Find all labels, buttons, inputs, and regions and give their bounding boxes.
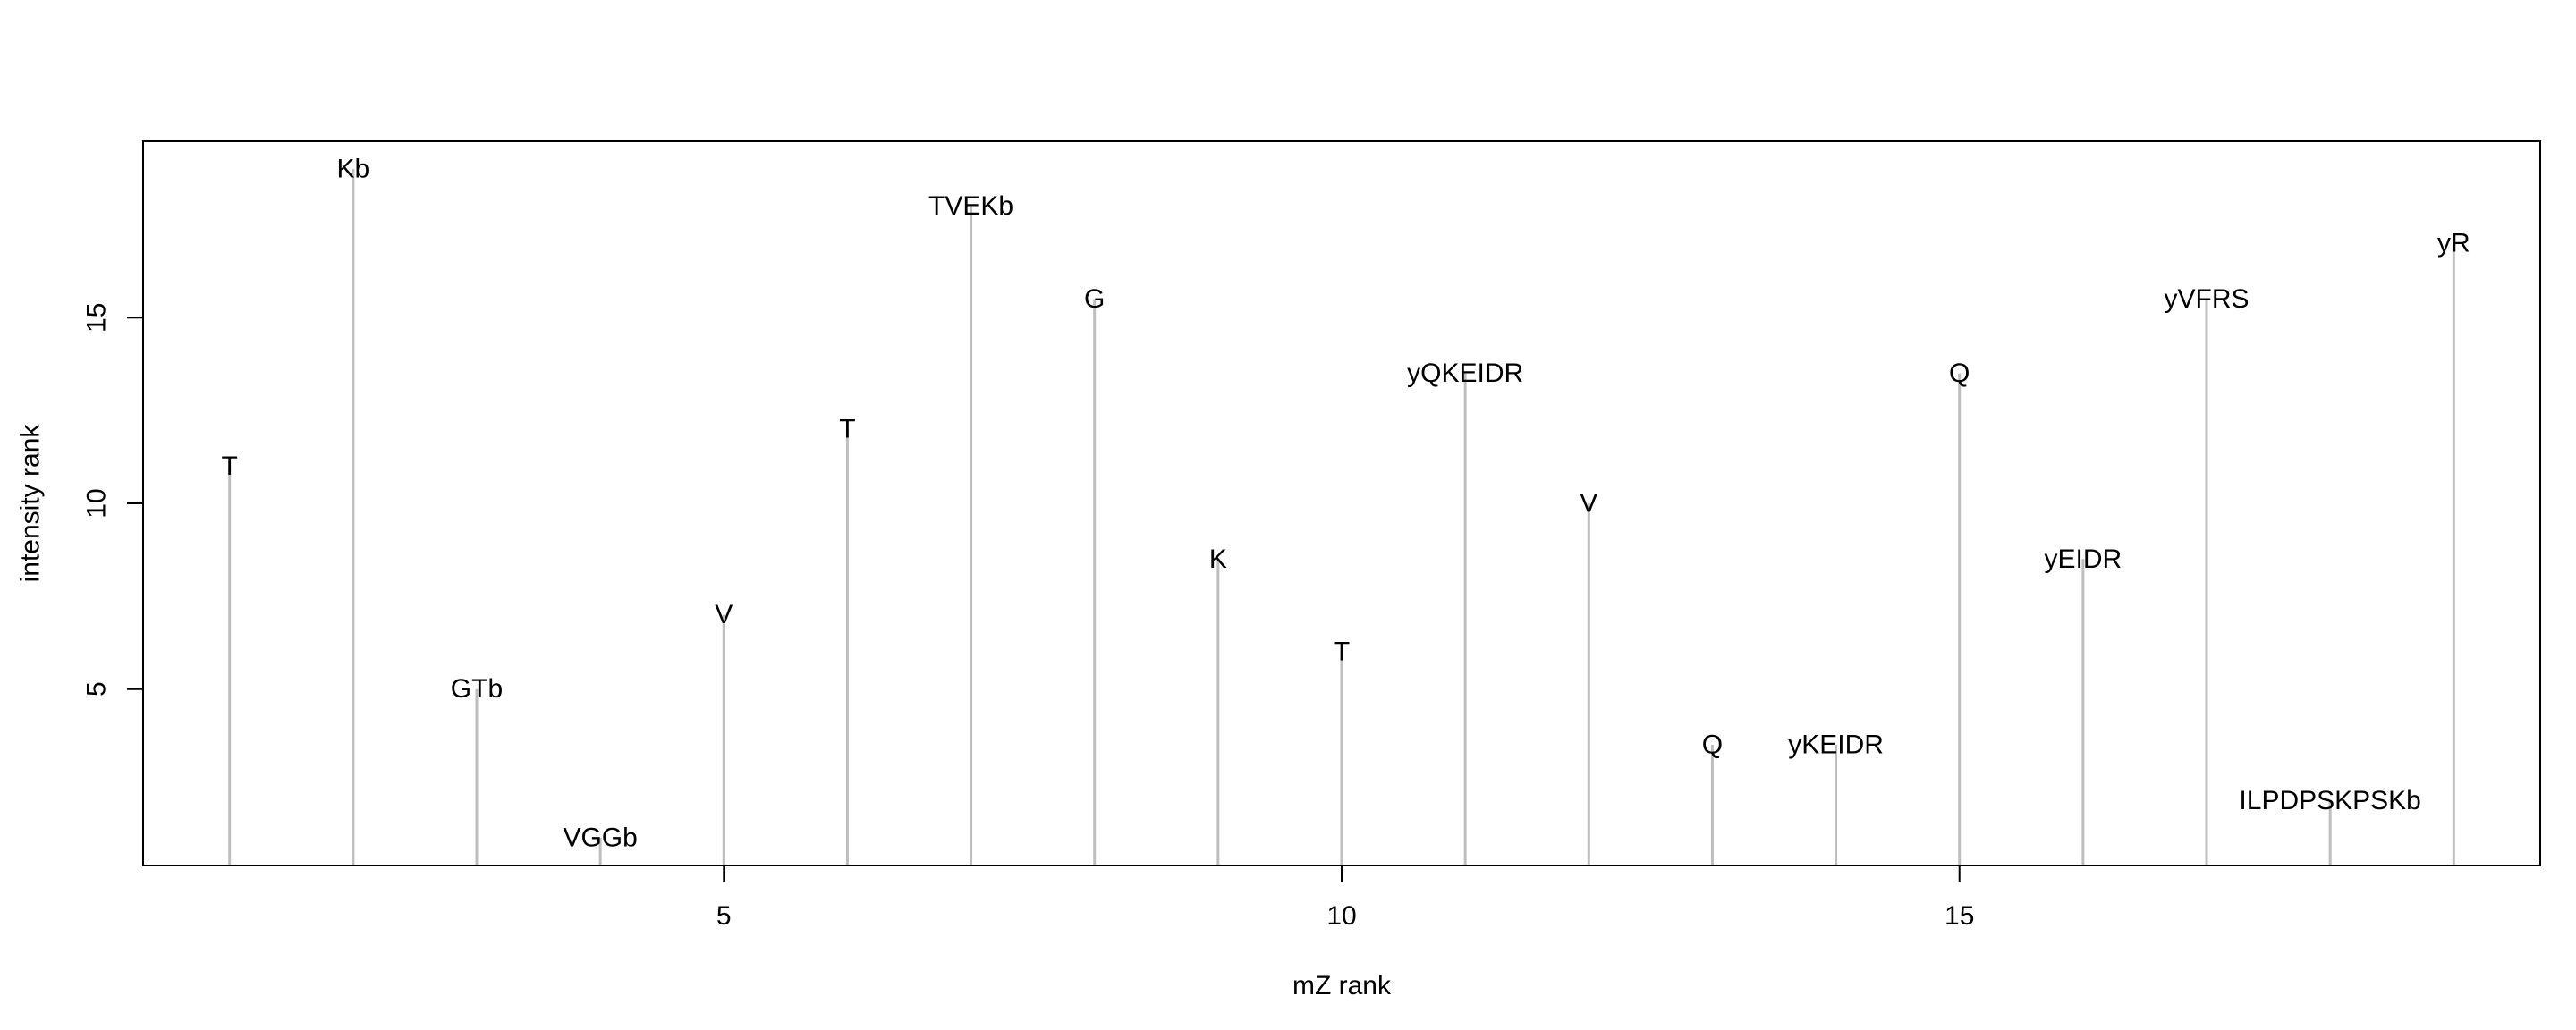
spike-label-19: yR [2437,229,2470,258]
y-axis-label: intensity rank [16,424,46,583]
x-axis-label: mZ rank [1292,971,1392,1000]
spike-label-18: ILPDPSKPSKb [2239,786,2420,815]
spike-label-6: T [839,414,855,443]
plot-frame [142,140,2541,866]
spike-label-12: V [1580,489,1597,519]
axis-ticks: 5 10 15 5 10 15 [82,303,1975,931]
spike-label-4: VGGb [563,823,637,852]
spike-label-7: TVEKb [928,191,1013,221]
spike-label-17: yVFRS [2165,284,2250,314]
spike-label-1: T [222,452,238,481]
y-tick-label-5: 5 [82,681,112,697]
y-tick-label-15: 15 [82,303,112,333]
spike-label-14: yKEIDR [1788,730,1884,760]
spike-label-3: GTb [451,674,503,704]
spike-label-16: yEIDR [2045,545,2123,574]
spike-label-8: G [1084,284,1105,314]
x-tick-label-5: 5 [716,901,732,931]
spike-label-9: K [1209,545,1227,574]
spike-label-2: Kb [336,155,369,184]
x-tick-label-15: 15 [1945,901,1974,931]
spike-label-11: yQKEIDR [1407,359,1523,388]
x-tick-label-10: 10 [1326,901,1356,931]
spike-label-5: V [715,600,733,629]
spike-label-15: Q [1949,359,1970,388]
y-tick-label-10: 10 [82,488,112,518]
spike-label-13: Q [1702,730,1723,760]
spike-label-10: T [1334,637,1350,667]
